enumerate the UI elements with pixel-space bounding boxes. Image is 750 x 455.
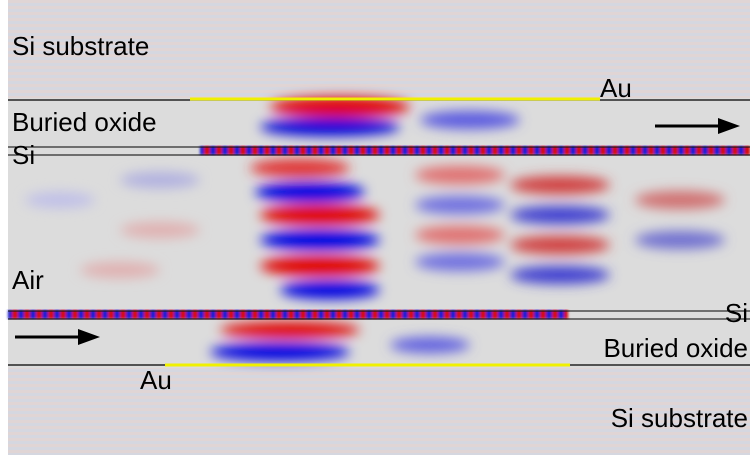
page: Si substrate Au Buried oxide Si Air Si B… [0, 0, 750, 455]
region-label: Au [140, 365, 172, 395]
region-label: Buried oxide [603, 333, 748, 363]
region-label: Si substrate [12, 31, 149, 61]
region-label: Si [725, 298, 748, 328]
region-label: Si substrate [611, 403, 748, 433]
region-label: Buried oxide [12, 107, 157, 137]
region-label: Au [600, 73, 632, 103]
field-plot: Si substrate Au Buried oxide Si Air Si B… [0, 0, 750, 455]
region-label: Si [12, 140, 35, 170]
region-label: Air [12, 265, 44, 295]
